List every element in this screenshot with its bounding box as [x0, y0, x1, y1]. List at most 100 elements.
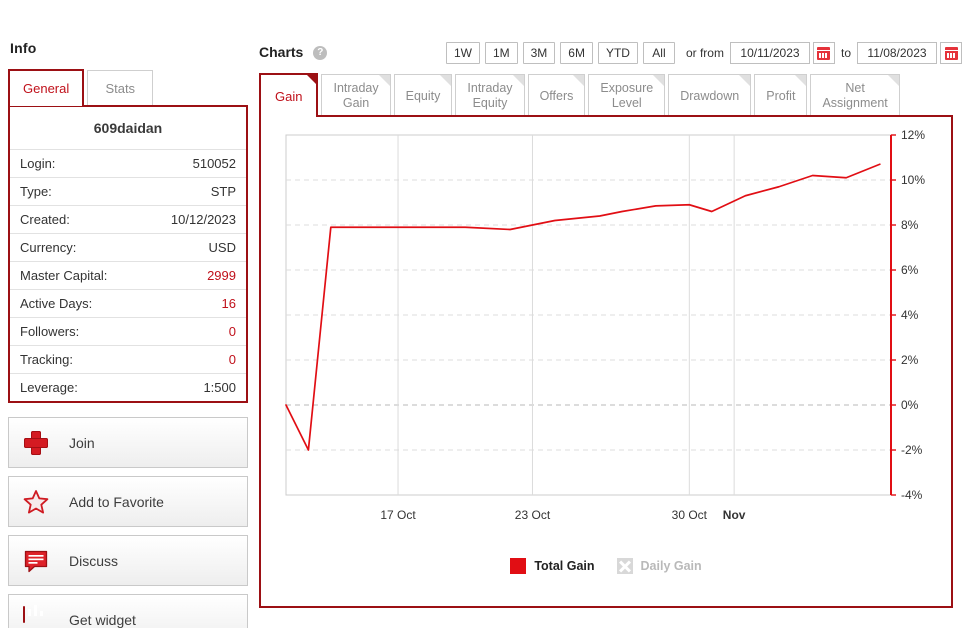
table-row: Leverage: 1:500	[10, 373, 246, 402]
row-value: 16	[221, 296, 236, 311]
svg-text:4%: 4%	[901, 308, 919, 322]
legend-label-daily-gain: Daily Gain	[640, 559, 702, 573]
date-from-input[interactable]: 10/11/2023	[729, 42, 810, 64]
corner-fold-icon	[739, 75, 751, 86]
table-row: Followers: 0	[10, 317, 246, 346]
get-widget-button-label: Get widget	[69, 611, 136, 628]
table-row: Active Days: 16	[10, 289, 246, 318]
chart-tab-intraday-gain-label: Intraday Gain	[333, 81, 379, 110]
chart-tabs: Gain Intraday Gain Equity Intraday Equity …	[259, 73, 903, 117]
join-button-label: Join	[69, 434, 95, 451]
add-to-favorite-label: Add to Favorite	[69, 493, 164, 510]
chart-tab-net-assignment[interactable]: Net Assignment	[810, 74, 900, 117]
add-to-favorite-button[interactable]: Add to Favorite	[8, 476, 248, 527]
range-button-3m[interactable]: 3M	[522, 42, 556, 64]
corner-fold-icon	[440, 75, 452, 86]
range-button-ytd[interactable]: YTD	[597, 42, 638, 64]
svg-text:8%: 8%	[901, 218, 919, 232]
row-value: 510052	[192, 156, 236, 171]
to-label: to	[840, 46, 851, 60]
info-box: 609daidan Login: 510052 Type: STP Create…	[8, 105, 248, 403]
legend-swatch-daily-gain	[616, 558, 633, 574]
calendar-to-button[interactable]	[940, 42, 962, 64]
corner-fold-icon	[378, 75, 390, 86]
chart-tab-gain[interactable]: Gain	[259, 73, 319, 117]
table-row: Type: STP	[10, 177, 246, 206]
range-button-6m[interactable]: 6M	[560, 42, 593, 64]
chart-tab-profit-label: Profit	[766, 88, 796, 103]
range-button-1m[interactable]: 1M	[484, 42, 518, 64]
chart-tab-intraday-gain[interactable]: Intraday Gain	[321, 74, 391, 117]
svg-text:23 Oct: 23 Oct	[515, 508, 551, 522]
svg-text:0%: 0%	[901, 398, 919, 412]
corner-fold-icon	[512, 75, 524, 86]
legend-swatch-total-gain	[510, 558, 527, 574]
tab-stats[interactable]: Stats	[87, 70, 154, 106]
row-key: Login:	[20, 156, 56, 171]
chart-tab-exposure-level-label: Exposure Level	[600, 81, 654, 110]
widget-icon	[23, 604, 49, 628]
corner-fold-icon	[653, 75, 665, 86]
tab-general-label: General	[23, 81, 70, 96]
account-name: 609daidan	[93, 120, 163, 136]
chart-tab-equity[interactable]: Equity	[393, 74, 453, 117]
corner-fold-icon	[795, 75, 807, 86]
join-button[interactable]: Join	[8, 417, 248, 468]
plus-icon	[23, 430, 49, 456]
action-button-list: Join Add to Favorite	[8, 417, 248, 628]
svg-text:6%: 6%	[901, 263, 919, 277]
charts-section-title: Charts ?	[259, 44, 328, 60]
row-key: Followers:	[20, 324, 80, 339]
calendar-from-button[interactable]	[812, 42, 835, 64]
chart-tab-drawdown[interactable]: Drawdown	[668, 74, 752, 117]
chart-tab-offers[interactable]: Offers	[527, 74, 586, 117]
info-section-title: Info	[10, 40, 37, 56]
table-row: Login: 510052	[10, 149, 246, 178]
discuss-button[interactable]: Discuss	[8, 535, 248, 586]
chart-tab-profit[interactable]: Profit	[754, 74, 808, 117]
table-row: Currency: USD	[10, 233, 246, 262]
chart-panel: 12% 10% 8% 6% 4% 2% 0% -2% -4% 17 Oct 23 Oct 30 Oct…	[259, 115, 953, 608]
legend-item-daily-gain[interactable]: Daily Gain	[616, 558, 702, 574]
calendar-icon	[944, 46, 958, 60]
get-widget-button[interactable]: Get widget	[8, 594, 248, 628]
range-button-all[interactable]: All	[642, 42, 675, 64]
table-row: Tracking: 0	[10, 345, 246, 374]
star-icon	[23, 489, 49, 515]
row-key: Created:	[20, 212, 70, 227]
legend-label-total-gain: Total Gain	[534, 559, 595, 573]
or-from-label: or from	[685, 46, 724, 60]
chart-canvas: 12% 10% 8% 6% 4% 2% 0% -2% -4% 17 Oct 23 Oct 30 Oct…	[285, 128, 925, 522]
chart-tab-gain-label: Gain	[275, 88, 303, 104]
help-icon[interactable]: ?	[313, 46, 328, 60]
row-key: Active Days:	[20, 296, 93, 311]
svg-text:2%: 2%	[901, 353, 919, 367]
svg-text:-4%: -4%	[901, 488, 923, 502]
gain-chart[interactable]: 12% 10% 8% 6% 4% 2% 0% -2% -4% 17 Oct 23 Oct 30 Oct…	[261, 117, 955, 610]
discuss-button-label: Discuss	[69, 552, 119, 569]
chart-tab-intraday-equity[interactable]: Intraday Equity	[455, 74, 525, 117]
row-value: USD	[208, 240, 236, 255]
corner-fold-icon	[887, 75, 899, 86]
chart-tab-offers-label: Offers	[539, 88, 574, 103]
svg-text:-2%: -2%	[901, 443, 923, 457]
corner-fold-icon	[573, 75, 585, 86]
date-range-toolbar: 1W 1M 3M 6M YTD All or from 10/11/2023 t…	[445, 42, 962, 64]
row-value: 1:500	[203, 380, 236, 395]
calendar-icon	[817, 46, 831, 60]
tab-stats-label: Stats	[105, 81, 136, 96]
date-to-input[interactable]: 11/08/2023	[857, 42, 937, 64]
chart-tab-net-assignment-label: Net Assignment	[822, 81, 888, 110]
comment-icon	[23, 548, 49, 574]
row-key: Tracking:	[20, 352, 73, 367]
row-value: 0	[228, 352, 236, 367]
tab-general[interactable]: General	[8, 69, 85, 106]
chart-tab-exposure-level[interactable]: Exposure Level	[588, 74, 666, 117]
row-value: 0	[228, 324, 236, 339]
range-button-1w[interactable]: 1W	[445, 42, 480, 64]
legend-item-total-gain[interactable]: Total Gain	[510, 558, 595, 574]
svg-text:Nov: Nov	[723, 508, 746, 522]
row-key: Leverage:	[20, 380, 78, 395]
chart-tab-intraday-equity-label: Intraday Equity	[467, 81, 513, 110]
